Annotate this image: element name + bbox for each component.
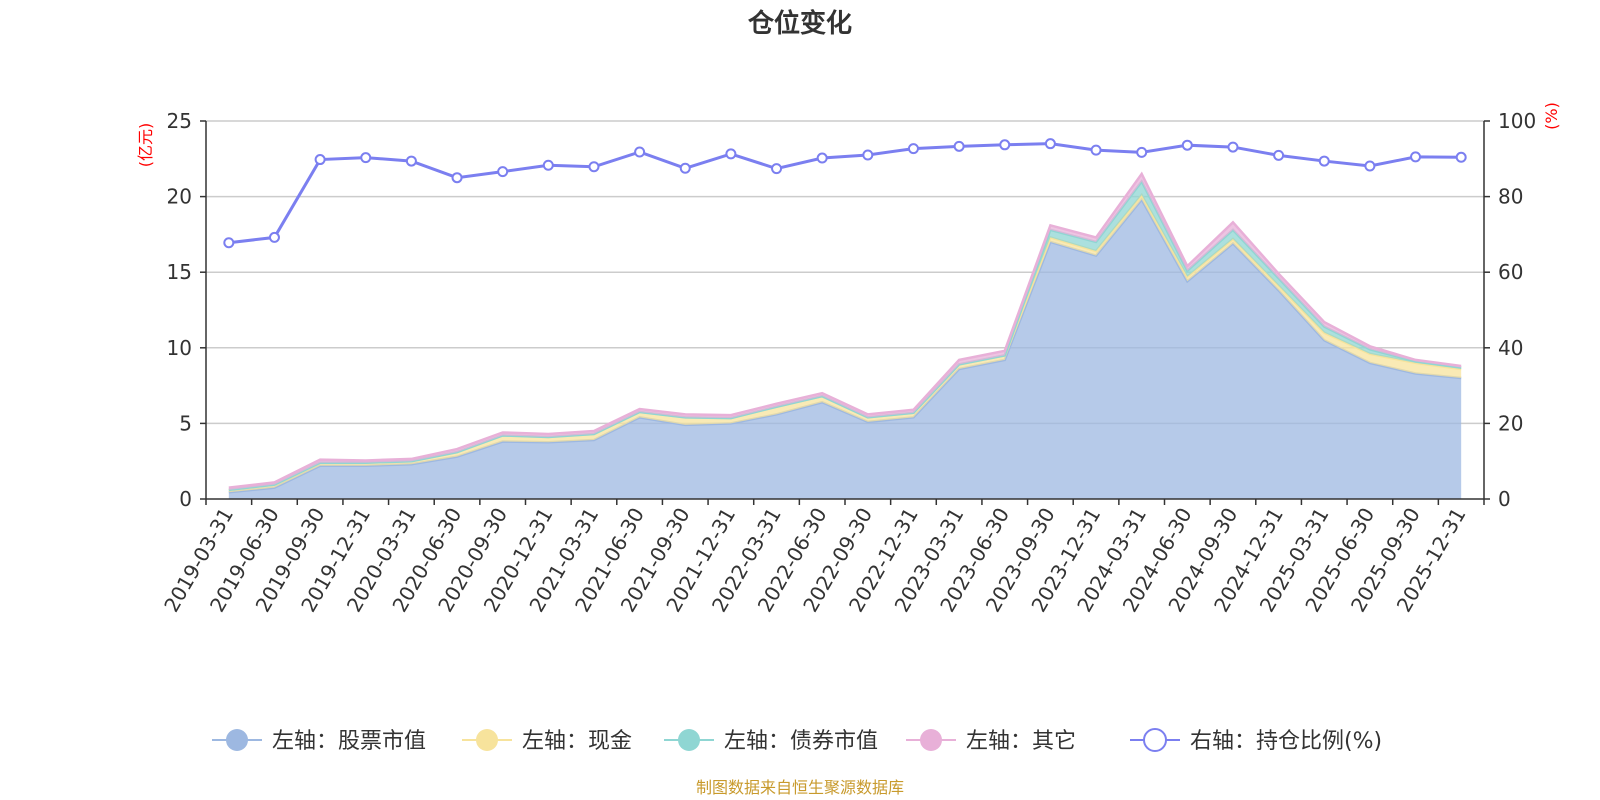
left-tick-label: 20 [167,185,192,209]
ratio-point [1136,146,1148,158]
ratio-point [1273,149,1285,161]
ratio-point [907,143,919,155]
ratio-point [1227,141,1239,153]
right-tick-label: 20 [1498,411,1523,435]
ratio-point [953,140,965,152]
legend-swatch [678,729,700,751]
ratio-point [725,148,737,160]
ratio-line-path [228,142,1462,245]
legend: 左轴：股票市值 左轴：现金 左轴：债券市值 左轴：其它 右轴：持仓比例(%) [212,728,1382,754]
area-左轴：股票市值 [228,199,1462,499]
ratio-point [1318,155,1330,167]
legend-swatch [226,729,248,751]
ratio-point [1410,151,1422,163]
position-ratio-line [223,138,1467,249]
legend-label: 左轴：债券市值 [724,729,878,754]
legend-label: 左轴：股票市值 [272,729,426,754]
ratio-point [451,172,463,184]
ratio-point [542,159,554,171]
right-tick-label: 100 [1498,109,1536,133]
left-tick-label: 5 [179,411,192,435]
right-tick-label: 60 [1498,260,1523,284]
ratio-point [1090,144,1102,156]
ratio-point [314,154,326,166]
ratio-point [816,152,828,164]
right-tick-label: 80 [1498,185,1523,209]
ratio-point [1181,139,1193,151]
ratio-point [1044,138,1056,150]
ratio-point [679,162,691,174]
right-tick-label: 40 [1498,336,1523,360]
right-tick-label: 0 [1498,487,1511,511]
ratio-point [862,149,874,161]
left-tick-label: 10 [167,336,192,360]
left-tick-label: 0 [179,487,192,511]
legend-label: 左轴：其它 [966,729,1076,754]
legend-swatch [920,729,942,751]
legend-label: 右轴：持仓比例(%) [1190,729,1382,754]
left-axis-unit: (亿元) [136,123,155,168]
legend-label: 左轴：现金 [522,729,632,754]
ratio-point [634,146,646,158]
legend-swatch [1143,728,1167,752]
source-note: 制图数据来自恒生聚源数据库 [696,778,904,797]
ratio-point [999,139,1011,151]
right-axis-unit: (%) [1542,102,1561,130]
ratio-point [360,152,372,164]
ratio-point [268,231,280,243]
ratio-point [223,237,235,249]
ratio-point [588,161,600,173]
stacked-areas [228,171,1462,499]
area-edge-左轴：其它 [228,171,1462,489]
ratio-point [497,166,509,178]
ratio-point [405,155,417,167]
ratio-point [771,163,783,175]
legend-swatch [476,729,498,751]
ratio-point [1455,151,1467,163]
chart-title: 仓位变化 [747,8,852,39]
left-tick-label: 15 [167,260,192,284]
left-tick-label: 25 [167,109,192,133]
ratio-point [1364,160,1376,172]
